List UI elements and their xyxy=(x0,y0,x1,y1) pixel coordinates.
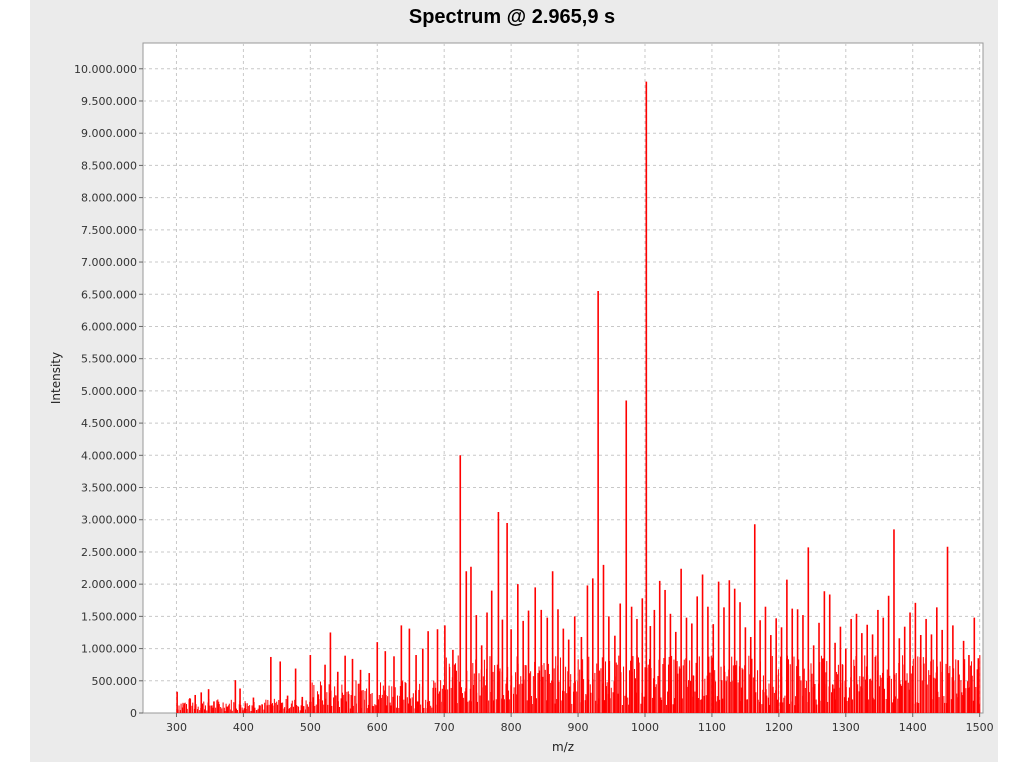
x-tick-label: 900 xyxy=(568,721,589,734)
y-tick-label: 9.500.000 xyxy=(81,95,137,108)
y-tick-label: 4.000.000 xyxy=(81,449,137,462)
x-tick-label: 600 xyxy=(367,721,388,734)
y-tick-label: 4.500.000 xyxy=(81,417,137,430)
x-tick-label: 400 xyxy=(233,721,254,734)
y-tick-label: 3.500.000 xyxy=(81,482,137,495)
x-tick-label: 1100 xyxy=(698,721,726,734)
y-tick-label: 6.000.000 xyxy=(81,320,137,333)
y-tick-label: 2.000.000 xyxy=(81,578,137,591)
x-tick-label: 800 xyxy=(501,721,522,734)
y-tick-label: 1.000.000 xyxy=(81,643,137,656)
x-tick-label: 500 xyxy=(300,721,321,734)
x-tick-label: 1000 xyxy=(631,721,659,734)
y-tick-label: 1.500.000 xyxy=(81,610,137,623)
y-tick-label: 6.500.000 xyxy=(81,288,137,301)
y-tick-label: 7.500.000 xyxy=(81,224,137,237)
x-axis: 300 400 500 600 700 800 900 1000 1100 1200 1300 140… xyxy=(166,713,994,734)
x-axis-label: m/z xyxy=(552,740,574,754)
y-tick-label: 8.000.000 xyxy=(81,192,137,205)
x-tick-label: 1500 xyxy=(966,721,994,734)
y-axis-label: Intensity xyxy=(49,352,63,404)
plot-area xyxy=(142,42,984,714)
x-tick-label: 1200 xyxy=(765,721,793,734)
peak-bars xyxy=(176,81,981,713)
y-tick-label: 8.500.000 xyxy=(81,159,137,172)
y-tick-label: 5.500.000 xyxy=(81,353,137,366)
y-tick-label: 5.000.000 xyxy=(81,385,137,398)
y-tick-label: 7.000.000 xyxy=(81,256,137,269)
y-axis: 0 500.000 1.000.000 1.500.000 2.000.000 2.500… xyxy=(74,63,143,720)
y-tick-label: 10.000.000 xyxy=(74,63,137,76)
y-tick-label: 9.000.000 xyxy=(81,127,137,140)
x-tick-label: 1400 xyxy=(899,721,927,734)
y-tick-label: 2.500.000 xyxy=(81,546,137,559)
x-tick-label: 1300 xyxy=(832,721,860,734)
y-tick-label: 500.000 xyxy=(92,675,138,688)
y-tick-label: 0 xyxy=(130,707,137,720)
chart-title: Spectrum @ 2.965,9 s xyxy=(408,6,616,28)
x-tick-label: 300 xyxy=(166,721,187,734)
x-tick-label: 700 xyxy=(434,721,455,734)
y-tick-label: 3.000.000 xyxy=(81,514,137,527)
